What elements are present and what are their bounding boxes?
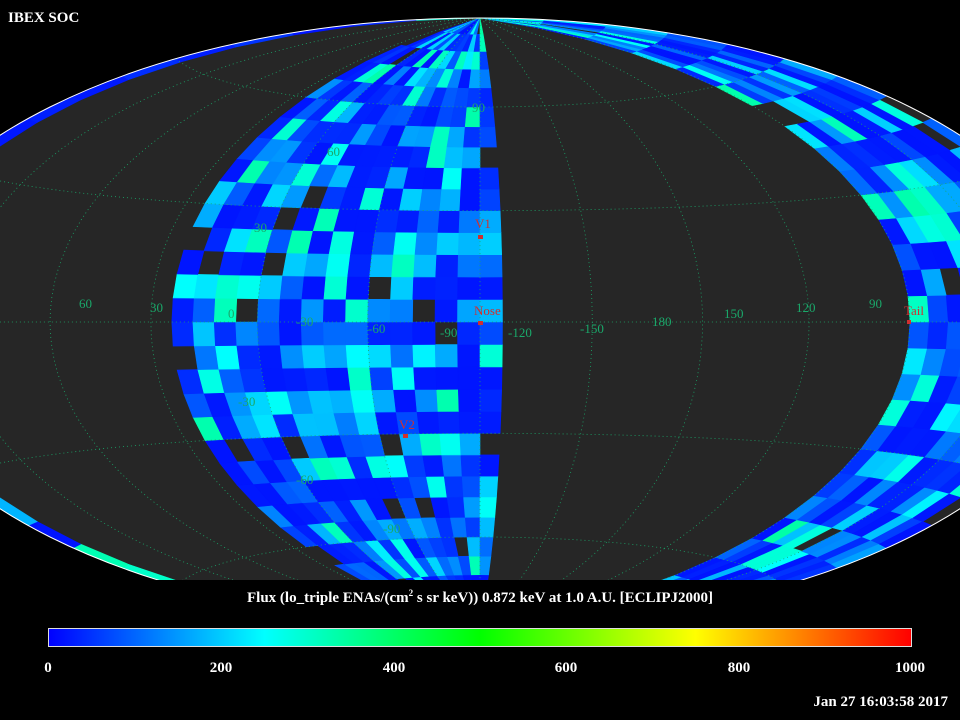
lon-label-120: 120: [796, 300, 816, 315]
lon-label-150: 150: [724, 306, 744, 321]
lat-label-minus30: -30: [238, 394, 255, 409]
lat-label-90: 90: [472, 100, 485, 115]
timestamp: Jan 27 16:03:58 2017: [813, 694, 948, 710]
colorbar: [48, 628, 912, 647]
colorbar-tick-0: 0: [44, 660, 52, 676]
lat-label-60: 60: [327, 144, 340, 159]
lon-label-minus60: -60: [368, 321, 385, 336]
map-outline: [0, 17, 960, 580]
v2-label: V2: [399, 417, 415, 432]
lon-label-30-left: 30: [150, 300, 163, 315]
nose-marker: Nose: [474, 303, 501, 325]
v1-marker: V1: [475, 216, 491, 239]
lon-label-180: 180: [652, 314, 672, 329]
v2-marker: V2: [399, 417, 415, 438]
sky-map: 60 30 0 -30 -60 -90 -120 -150 180 150 12…: [0, 17, 960, 580]
colorbar-tick-200: 200: [209, 660, 233, 676]
colorbar-tick-600: 600: [554, 660, 578, 676]
colorbar-tick-1000: 1000: [895, 660, 925, 676]
colorbar-tick-400: 400: [382, 660, 406, 676]
flux-pixels: [0, 17, 960, 580]
colorbar-title-pre: Flux (lo_triple ENAs/(cm: [246, 590, 409, 606]
colorbar-title-sup: 2: [408, 588, 414, 598]
lon-label-minus150: -150: [580, 321, 604, 336]
nose-label: Nose: [474, 303, 501, 318]
lon-label-minus120: -120: [508, 325, 532, 340]
graticule-labels: 60 30 0 -30 -60 -90 -120 -150 180 150 12…: [79, 100, 882, 536]
lat-label-30: 30: [254, 220, 267, 235]
lon-label-0: 0: [228, 306, 235, 321]
lat-label-minus90: -90: [383, 521, 400, 536]
outline-ellipse: [0, 17, 960, 580]
tail-label: Tail: [904, 303, 924, 318]
tail-marker: Tail: [904, 303, 924, 324]
lon-label-minus30: -30: [296, 314, 313, 329]
org-label: IBEX SOC: [8, 10, 80, 26]
lat-label-minus60: -60: [296, 472, 313, 487]
colorbar-tick-800: 800: [727, 660, 751, 676]
lon-label-90-right: 90: [869, 296, 882, 311]
lon-label-60-left: 60: [79, 296, 92, 311]
colorbar-title-post: s sr keV)) 0.872 keV at 1.0 A.U. [ECLIPJ…: [413, 590, 714, 606]
lon-label-minus90: -90: [440, 325, 457, 340]
markers: Nose V1 V2 Tail: [399, 216, 924, 438]
colorbar-title: Flux (lo_triple ENAs/(cm2 s sr keV)) 0.8…: [0, 588, 960, 607]
v1-label: V1: [475, 216, 491, 231]
